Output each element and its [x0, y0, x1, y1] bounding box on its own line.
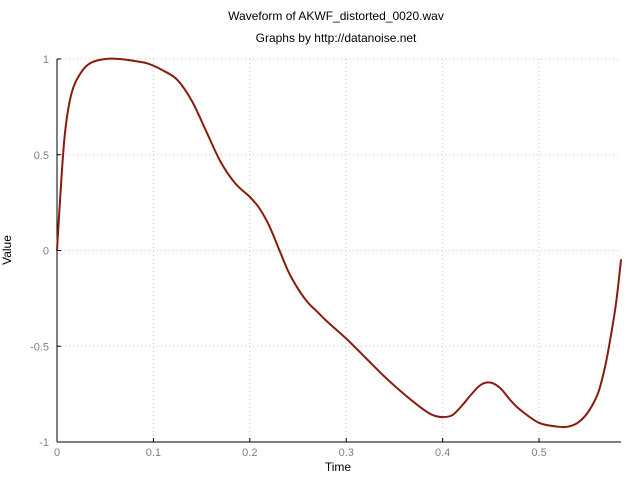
x-axis-label: Time	[325, 460, 352, 474]
x-tick-label: 0	[54, 447, 60, 459]
tick-label-layer: -1 -0.5 0 0.5 1 0 0.1 0.2 0.3 0.4 0.5	[30, 54, 547, 459]
x-tick-label: 0.3	[339, 447, 354, 459]
y-tick-label: 0.5	[34, 150, 49, 162]
y-tick-label: 1	[43, 54, 49, 66]
chart-subtitle: Graphs by http://datanoise.net	[256, 31, 417, 45]
grid-layer	[57, 58, 621, 442]
x-tick-label: 0.5	[531, 447, 546, 459]
x-tick-label: 0.2	[242, 447, 257, 459]
waveform-line	[56, 57, 622, 429]
x-tick-label: 0.4	[435, 447, 450, 459]
y-tick-label: 0	[43, 246, 49, 258]
chart-title: Waveform of AKWF_distorted_0020.wav	[228, 9, 444, 23]
series-layer	[56, 57, 622, 429]
y-tick-label: -1	[39, 437, 49, 449]
y-axis-label: Value	[0, 235, 14, 265]
y-tick-label: -0.5	[30, 341, 49, 353]
x-tick-label: 0.1	[146, 447, 161, 459]
